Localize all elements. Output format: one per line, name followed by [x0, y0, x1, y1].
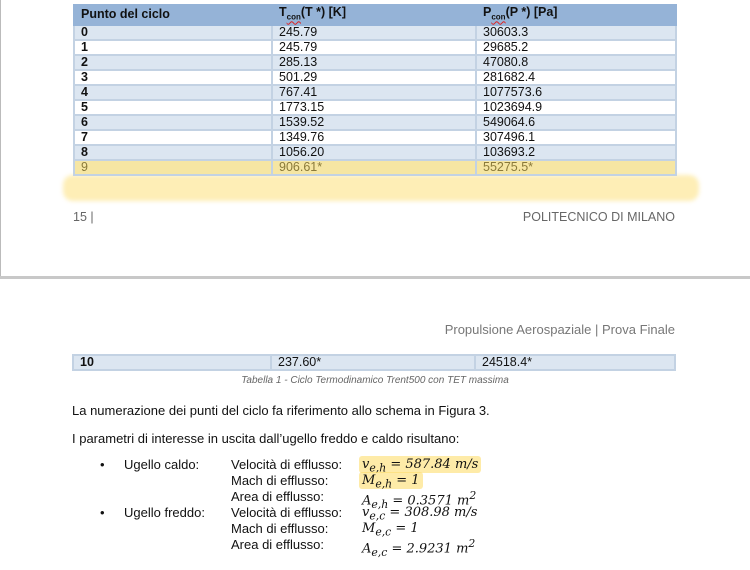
param-label: Velocità di efflusso:	[231, 457, 343, 472]
highlight-mark	[63, 175, 699, 201]
param-value: Ae,c = 2.9231 m2	[362, 537, 476, 559]
header-temperature: Tcon(T *) [K]	[271, 4, 477, 26]
table-row: 2 285.13 47080.8	[73, 53, 677, 71]
document-page-16: Propulsione Aerospaziale | Prova Finale …	[0, 279, 750, 570]
page-separator	[0, 276, 750, 279]
nozzle-name: Ugello caldo:	[124, 457, 200, 472]
table-row: 8 1056.20 103693.2	[73, 143, 677, 161]
param-label: Area di efflusso:	[231, 537, 324, 552]
bullet: •	[100, 457, 105, 472]
page-header: Propulsione Aerospaziale | Prova Finale	[444, 322, 675, 337]
param-value: ve,h = 587.84 m/s	[359, 456, 482, 475]
header-pressure: Pcon(P *) [Pa]	[475, 4, 677, 26]
table-row: 9 906.61* 55275.5*	[73, 158, 677, 176]
table-row: 6 1539.52 549064.6	[73, 113, 677, 131]
table-row: 7 1349.76 307496.1	[73, 128, 677, 146]
table-row: 0 245.79 30603.3	[73, 23, 677, 41]
table-caption: Tabella 1 - Ciclo Termodinamico Trent500…	[241, 375, 509, 386]
header-punto: Punto del ciclo	[73, 4, 273, 26]
page-number: 15 |	[73, 210, 94, 224]
table-row: 10 237.60* 24518.4*	[72, 354, 676, 371]
table-header-row: Punto del ciclo Tcon(T *) [K] Pcon(P *) …	[73, 4, 677, 26]
table-row: 1 245.79 29685.2	[73, 38, 677, 56]
cycle-table-continued: 10 237.60* 24518.4*	[72, 354, 676, 371]
document-page-15: Punto del ciclo Tcon(T *) [K] Pcon(P *) …	[0, 0, 750, 276]
param-label: Mach di efflusso:	[231, 473, 329, 488]
cycle-table: Punto del ciclo Tcon(T *) [K] Pcon(P *) …	[73, 4, 677, 176]
param-value: Me,c = 1	[362, 521, 419, 539]
param-value: ve,c = 308.98 m/s	[362, 505, 478, 523]
table-row: 4 767.41 1077573.6	[73, 83, 677, 101]
param-value: Ae,h = 0.3571 m2	[362, 489, 477, 511]
table-row: 3 501.29 281682.4	[73, 68, 677, 86]
nozzle-name: Ugello freddo:	[124, 505, 205, 520]
footer-institution: POLITECNICO DI MILANO	[522, 210, 675, 224]
table-row: 5 1773.15 1023694.9	[73, 98, 677, 116]
paragraph: I parametri di interesse in uscita dall’…	[72, 431, 460, 446]
param-label: Area di efflusso:	[231, 489, 324, 504]
param-label: Mach di efflusso:	[231, 521, 329, 536]
param-label: Velocità di efflusso:	[231, 505, 343, 520]
bullet: •	[100, 505, 105, 520]
param-value: Me,h = 1	[359, 472, 423, 491]
paragraph: La numerazione dei punti del ciclo fa ri…	[72, 403, 490, 418]
